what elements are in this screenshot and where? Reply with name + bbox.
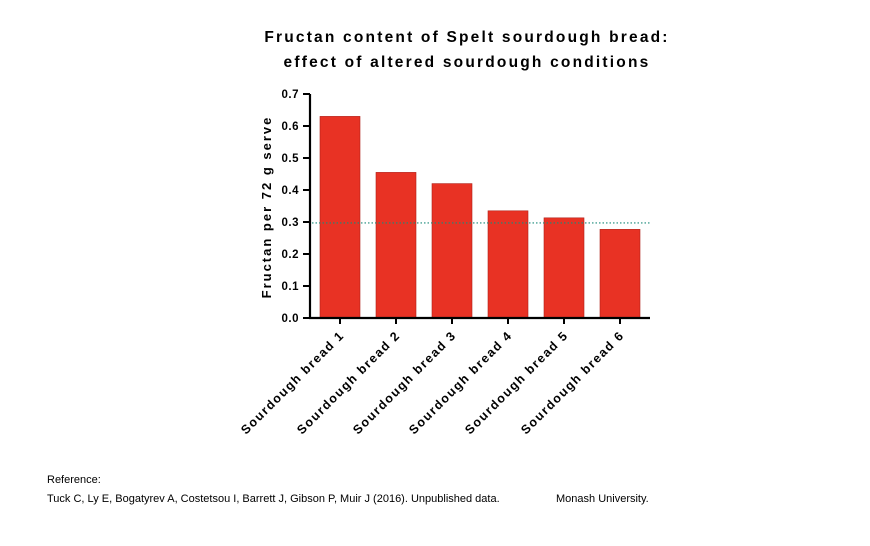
y-axis-label: Fructan per 72 g serve — [259, 116, 274, 299]
bar-chart: Fructan content of Spelt sourdough bread… — [238, 29, 669, 437]
x-tick-label: Sourdough bread 6 — [518, 328, 627, 437]
y-axis-ticks: 0.0 0.1 0.2 0.3 0.4 0.5 0.6 0.7 — [282, 89, 310, 325]
x-tick-label: Sourdough bread 5 — [462, 328, 571, 437]
chart-title-line-2: effect of altered sourdough conditions — [284, 54, 651, 71]
x-tick-label: Sourdough bread 4 — [406, 328, 515, 437]
reference-institution: Monash University. — [556, 493, 649, 505]
y-tick-label: 0.7 — [282, 89, 300, 101]
y-tick-label: 0.1 — [282, 281, 300, 293]
y-tick-label: 0.2 — [282, 249, 300, 261]
x-tick-label: Sourdough bread 1 — [238, 328, 347, 437]
axes — [308, 94, 650, 320]
bar-2 — [375, 172, 417, 319]
chart-title-line-1: Fructan content of Spelt sourdough bread… — [264, 29, 669, 46]
x-tick-label: Sourdough bread 3 — [350, 328, 459, 437]
bar-3 — [431, 183, 473, 319]
y-tick-label: 0.6 — [282, 121, 300, 133]
bar-6 — [599, 229, 641, 319]
reference-citation: Tuck C, Ly E, Bogatyrev A, Costetsou I, … — [47, 493, 500, 505]
bar-4 — [487, 210, 529, 319]
chart-title: Fructan content of Spelt sourdough bread… — [264, 29, 669, 71]
bar-1 — [319, 116, 361, 319]
y-tick-label: 0.3 — [282, 217, 300, 229]
y-tick-label: 0.0 — [282, 313, 300, 325]
y-tick-label: 0.4 — [282, 185, 300, 197]
y-tick-label: 0.5 — [282, 153, 300, 165]
bar-5 — [543, 217, 585, 319]
reference-heading: Reference: — [47, 474, 101, 486]
x-tick-label: Sourdough bread 2 — [294, 328, 403, 437]
bar-series — [319, 116, 641, 319]
